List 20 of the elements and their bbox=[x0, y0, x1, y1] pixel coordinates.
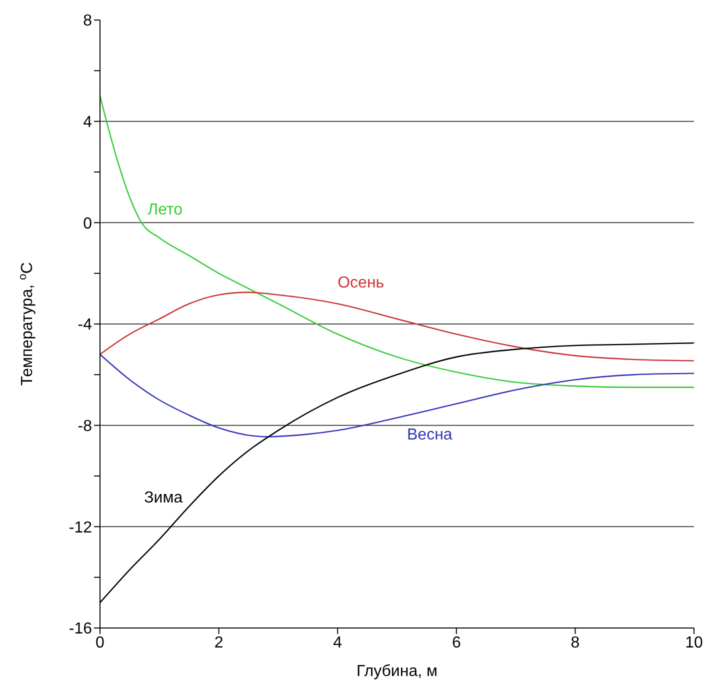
y-tick-label: 8 bbox=[83, 12, 92, 30]
series-label: Лето bbox=[148, 202, 183, 219]
x-tick-label: 8 bbox=[570, 634, 580, 652]
x-tick-label: 6 bbox=[452, 634, 461, 652]
y-tick-label: 4 bbox=[83, 114, 92, 132]
x-tick-label: 10 bbox=[685, 634, 703, 652]
line-series bbox=[100, 292, 694, 362]
series-label: Осень bbox=[338, 274, 384, 292]
y-tick-label: -16 bbox=[68, 620, 92, 638]
line-series bbox=[100, 95, 694, 388]
series-label: Зима bbox=[144, 489, 183, 506]
y-tick-label: -12 bbox=[68, 519, 92, 536]
x-tick-label: 2 bbox=[214, 634, 224, 652]
x-tick-label: 0 bbox=[96, 634, 105, 652]
y-tick-label: -8 bbox=[78, 418, 92, 436]
x-axis-title: Глубина, м bbox=[356, 663, 438, 680]
y-tick-label: -4 bbox=[78, 316, 92, 334]
y-tick-label: 0 bbox=[83, 215, 92, 232]
series-label: Весна bbox=[407, 426, 452, 444]
x-tick-label: 4 bbox=[333, 634, 342, 652]
